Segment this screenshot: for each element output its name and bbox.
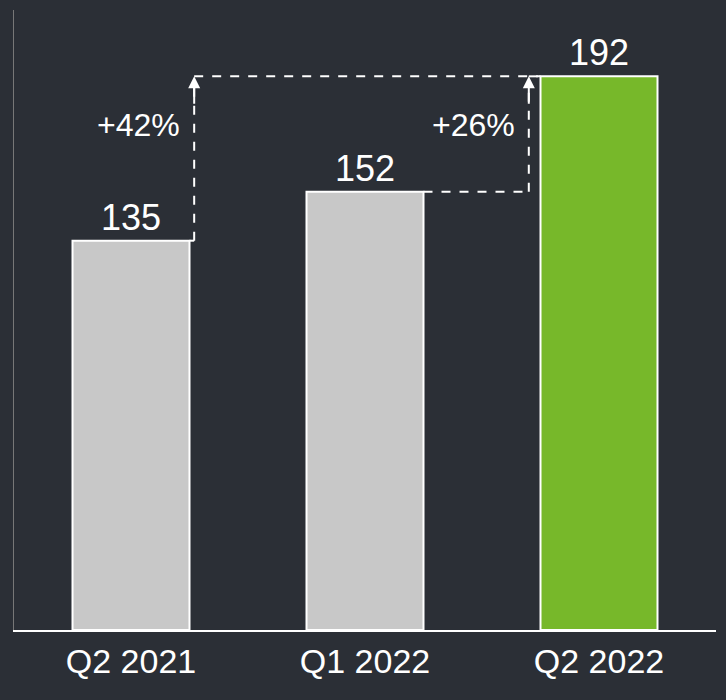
- svg-text:152: 152: [335, 148, 395, 189]
- svg-text:+26%: +26%: [432, 107, 515, 143]
- svg-text:192: 192: [569, 32, 629, 73]
- svg-text:Q1 2022: Q1 2022: [300, 642, 430, 680]
- svg-text:+42%: +42%: [97, 107, 180, 143]
- svg-text:Q2 2022: Q2 2022: [534, 642, 664, 680]
- svg-text:135: 135: [101, 197, 161, 238]
- svg-text:Q2 2021: Q2 2021: [66, 642, 196, 680]
